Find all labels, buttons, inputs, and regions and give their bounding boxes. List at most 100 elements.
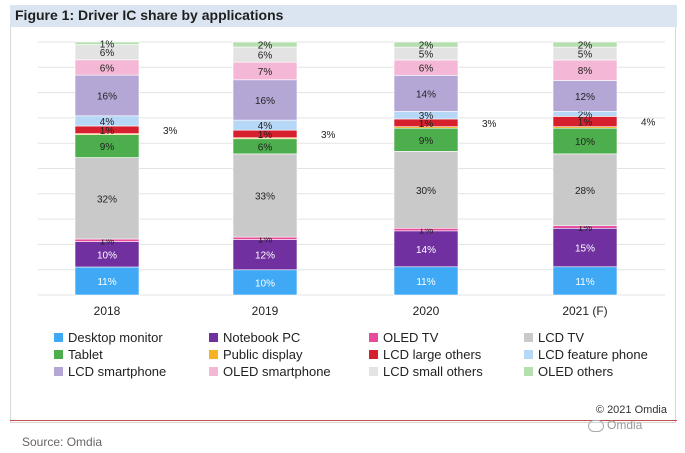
data-label: 28% bbox=[575, 186, 595, 197]
data-label: 11% bbox=[97, 277, 116, 288]
bar-segment-lcd-smartphone bbox=[74, 74, 140, 117]
legend-label: OLED others bbox=[538, 364, 614, 379]
data-label: 1% bbox=[419, 226, 434, 237]
bar-segment-lcd-tv bbox=[552, 153, 618, 227]
legend-label: Tablet bbox=[68, 347, 103, 362]
bar-segment-notebook-pc bbox=[552, 227, 618, 268]
bar-segment-oled-others bbox=[393, 41, 459, 48]
legend-label: Desktop monitor bbox=[68, 330, 163, 345]
data-label: 7% bbox=[258, 67, 273, 78]
data-label: 1% bbox=[100, 39, 115, 50]
data-label: 5% bbox=[419, 50, 434, 61]
legend-label: Notebook PC bbox=[223, 330, 301, 345]
bar-segment-desktop-monitor bbox=[232, 269, 298, 296]
legend-swatch bbox=[54, 350, 63, 359]
source-note: Source: Omdia bbox=[22, 435, 103, 449]
data-label: 5% bbox=[578, 50, 593, 61]
x-tick-label: 2018 bbox=[94, 304, 121, 318]
data-label: 2% bbox=[578, 110, 593, 121]
data-label: 1% bbox=[100, 236, 115, 247]
legend-swatch bbox=[54, 333, 63, 342]
bar-segment-notebook-pc bbox=[393, 230, 459, 268]
data-label: 14% bbox=[416, 89, 436, 100]
legend-label: OLED TV bbox=[383, 330, 439, 345]
data-label: 16% bbox=[255, 96, 275, 107]
data-label: 12% bbox=[575, 92, 595, 103]
data-label: 11% bbox=[416, 277, 435, 288]
watermark-text: Omdia bbox=[607, 418, 643, 432]
data-label: 6% bbox=[419, 64, 434, 75]
legend-swatch bbox=[54, 367, 63, 376]
legend-swatch bbox=[209, 350, 218, 359]
legend-label: OLED smartphone bbox=[223, 364, 331, 379]
data-label: 10% bbox=[575, 137, 595, 148]
data-label: 6% bbox=[100, 48, 115, 59]
legend-label: LCD feature phone bbox=[538, 347, 648, 362]
data-label: 14% bbox=[416, 245, 436, 256]
legend-swatch bbox=[209, 333, 218, 342]
data-label: 6% bbox=[258, 142, 273, 153]
bar-segment-notebook-pc bbox=[74, 241, 140, 268]
data-label: 2% bbox=[419, 41, 434, 52]
side-label: 3% bbox=[163, 126, 178, 137]
watermark: Omdia bbox=[588, 418, 642, 432]
legend-swatch bbox=[524, 367, 533, 376]
bar-segment-lcd-smartphone bbox=[232, 79, 298, 121]
data-label: 30% bbox=[416, 186, 436, 197]
side-label: 3% bbox=[482, 119, 497, 130]
data-label: 16% bbox=[97, 91, 117, 102]
data-label: 9% bbox=[100, 142, 115, 153]
bar-segment-desktop-monitor bbox=[74, 266, 140, 296]
bar-segment-oled-others bbox=[232, 41, 298, 48]
legend-swatch bbox=[369, 367, 378, 376]
side-label: 3% bbox=[321, 130, 336, 141]
data-label: 4% bbox=[100, 117, 115, 128]
data-label: 33% bbox=[255, 191, 275, 202]
legend-label: LCD large others bbox=[383, 347, 482, 362]
legend-swatch bbox=[369, 350, 378, 359]
data-label: 12% bbox=[255, 251, 275, 262]
legend-label: LCD small others bbox=[383, 364, 483, 379]
title-bar: Figure 1: Driver IC share by application… bbox=[10, 5, 677, 27]
side-label: 4% bbox=[641, 118, 656, 129]
data-label: 1% bbox=[578, 223, 593, 234]
bar-segment-desktop-monitor bbox=[552, 266, 618, 296]
data-label: 10% bbox=[255, 278, 275, 289]
data-label: 1% bbox=[258, 130, 273, 141]
data-label: 32% bbox=[97, 194, 117, 205]
data-label: 6% bbox=[100, 63, 115, 74]
data-label: 1% bbox=[578, 118, 593, 129]
x-tick-label: 2019 bbox=[252, 304, 279, 318]
data-label: 1% bbox=[419, 119, 434, 130]
data-label: 2% bbox=[258, 41, 273, 52]
legend-label: LCD smartphone bbox=[68, 364, 167, 379]
data-label: 2% bbox=[578, 41, 593, 52]
legend-label: Public display bbox=[223, 347, 303, 362]
data-label: 15% bbox=[575, 244, 595, 255]
bar-segment-desktop-monitor bbox=[393, 266, 459, 296]
bar-segment-oled-others bbox=[552, 41, 618, 48]
bar-segment-lcd-smartphone bbox=[393, 75, 459, 112]
bar-segment-lcd-tv bbox=[393, 151, 459, 229]
stacked-bar-chart: 11%10%1%32%9%1%4%16%6%6%1%3%201810%12%1%… bbox=[38, 39, 665, 318]
bar-segment-oled-others bbox=[74, 41, 140, 45]
data-label: 4% bbox=[258, 121, 273, 132]
data-label: 9% bbox=[419, 136, 434, 147]
legend-swatch bbox=[209, 367, 218, 376]
x-tick-label: 2021 (F) bbox=[562, 304, 607, 318]
wechat-icon bbox=[588, 419, 604, 432]
data-label: 10% bbox=[97, 250, 117, 261]
divider-line bbox=[10, 420, 677, 421]
bar-segment-lcd-tv bbox=[232, 153, 298, 238]
chart-title: Figure 1: Driver IC share by application… bbox=[15, 7, 284, 23]
data-label: 8% bbox=[578, 66, 593, 77]
bar-segment-lcd-tv bbox=[74, 157, 140, 240]
data-label: 11% bbox=[575, 277, 594, 288]
legend-swatch bbox=[524, 350, 533, 359]
copyright-text: © 2021 Omdia bbox=[595, 404, 667, 416]
data-label: 3% bbox=[419, 111, 434, 122]
data-label: 6% bbox=[258, 51, 273, 62]
legend-label: LCD TV bbox=[538, 330, 584, 345]
legend-swatch bbox=[524, 333, 533, 342]
x-tick-label: 2020 bbox=[413, 304, 440, 318]
